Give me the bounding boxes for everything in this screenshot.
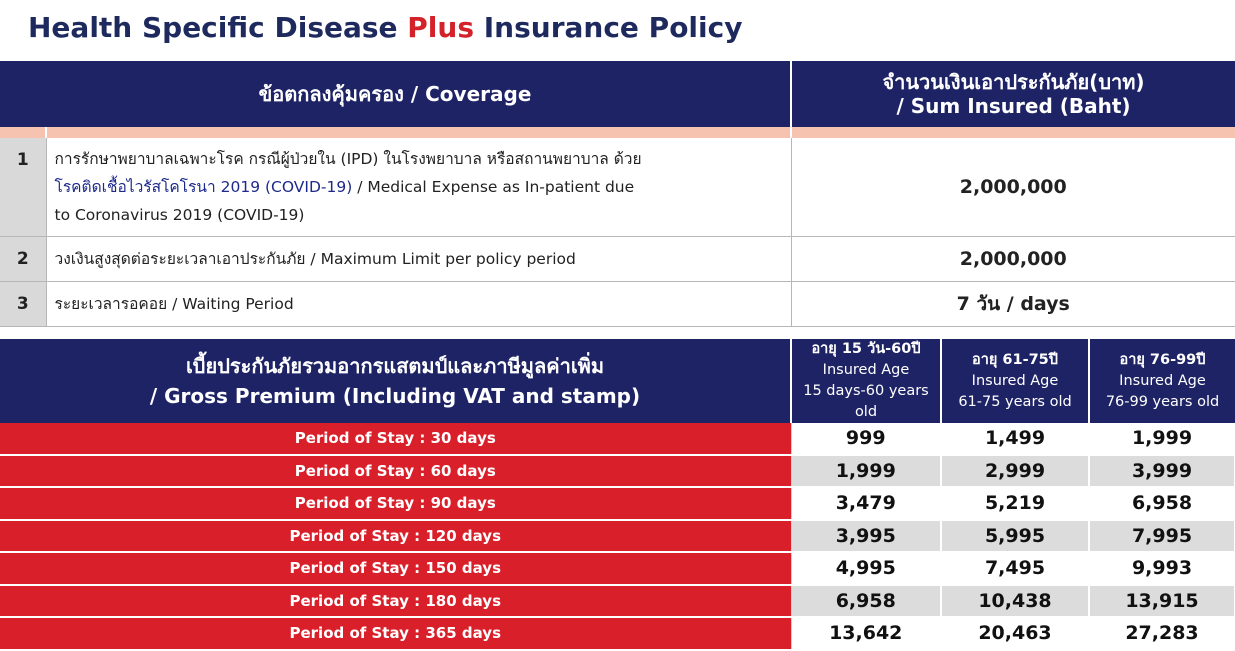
- premium-header-thai: เบี้ยประกันภัยรวมอากรแสตมป์และภาษีมูลค่า…: [185, 354, 605, 378]
- age-range: 76-99 years old: [1105, 393, 1220, 410]
- desc-line: / Medical Expense as In-patient due: [352, 177, 635, 196]
- desc-covid-thai: โรคติดเชื้อไวรัสโคโรนา 2019 (COVID-19): [54, 177, 353, 196]
- premium-value: 1,999: [790, 454, 942, 488]
- page-title: Health Specific Disease Plus Insurance P…: [28, 8, 742, 48]
- premium-value: 3,999: [1088, 454, 1235, 488]
- coverage-description: วงเงินสูงสุดต่อระยะเวลาเอาประกันภัย / Ma…: [46, 236, 792, 282]
- premium-header-english: / Gross Premium (Including VAT and stamp…: [149, 384, 641, 408]
- age-range: 61-75 years old: [958, 393, 1072, 410]
- title-highlight: Plus: [407, 11, 474, 44]
- premium-table: เบี้ยประกันภัยรวมอากรแสตมป์และภาษีมูลค่า…: [0, 339, 1235, 651]
- age-thai: อายุ 15 วัน-60ปี: [811, 341, 921, 357]
- premium-header-row: เบี้ยประกันภัยรวมอากรแสตมป์และภาษีมูลค่า…: [0, 339, 1235, 423]
- premium-value: 3,995: [790, 519, 942, 553]
- coverage-row-2: 2 วงเงินสูงสุดต่อระยะเวลาเอาประกันภัย / …: [0, 236, 1235, 282]
- premium-row: Period of Stay : 150 days 4,995 7,495 9,…: [0, 552, 1235, 586]
- row-number: 1: [0, 138, 47, 237]
- premium-value: 3,479: [790, 487, 942, 521]
- coverage-amount: 2,000,000: [791, 138, 1235, 237]
- premium-value: 999: [790, 423, 942, 456]
- premium-value: 10,438: [940, 584, 1090, 618]
- age-label: Insured Age: [1119, 372, 1206, 389]
- period-label: Period of Stay : 90 days: [0, 487, 791, 521]
- premium-row: Period of Stay : 30 days 999 1,499 1,999: [0, 423, 1235, 456]
- premium-value: 4,995: [790, 552, 942, 586]
- premium-row: Period of Stay : 180 days 6,958 10,438 1…: [0, 584, 1235, 618]
- period-label: Period of Stay : 120 days: [0, 519, 791, 553]
- coverage-description: การรักษาพยาบาลเฉพาะโรค กรณีผู้ป่วยใน (IP…: [46, 138, 792, 237]
- age-label: Insured Age: [822, 362, 910, 378]
- row-number: 2: [0, 236, 47, 282]
- age-header-1: อายุ 15 วัน-60ปี Insured Age 15 days-60 ye…: [791, 339, 942, 423]
- coverage-header: ข้อตกลงคุ้มครอง / Coverage: [0, 61, 793, 127]
- premium-value: 1,999: [1088, 423, 1235, 456]
- premium-row: Period of Stay : 60 days 1,999 2,999 3,9…: [0, 454, 1235, 488]
- age-thai: อายุ 76-99ปี: [1119, 351, 1206, 368]
- age-thai: อายุ 61-75ปี: [972, 351, 1058, 368]
- premium-value: 9,993: [1088, 552, 1235, 586]
- coverage-amount: 2,000,000: [791, 236, 1235, 282]
- premium-row: Period of Stay : 90 days 3,479 5,219 6,9…: [0, 487, 1235, 521]
- coverage-amount: 7 วัน / days: [791, 281, 1235, 327]
- premium-value: 7,495: [940, 552, 1090, 586]
- coverage-row-3: 3 ระยะเวลารอคอย / Waiting Period 7 วัน /…: [0, 281, 1235, 327]
- premium-value: 6,958: [1088, 487, 1235, 521]
- coverage-header-row: ข้อตกลงคุ้มครอง / Coverage จำนวนเงินเอาป…: [0, 61, 1235, 127]
- premium-value: 5,995: [940, 519, 1090, 553]
- desc-line: การรักษาพยาบาลเฉพาะโรค กรณีผู้ป่วยใน (IP…: [54, 149, 642, 168]
- title-suffix: Insurance Policy: [474, 11, 743, 44]
- premium-value: 5,219: [940, 487, 1090, 521]
- title-prefix: Health Specific Disease: [28, 11, 408, 44]
- desc-line: to Coronavirus 2019 (COVID-19): [54, 205, 305, 224]
- coverage-table: ข้อตกลงคุ้มครอง / Coverage จำนวนเงินเอาป…: [0, 61, 1235, 327]
- premium-value: 6,958: [790, 584, 942, 618]
- premium-value: 2,999: [940, 454, 1090, 488]
- coverage-row-1: 1 การรักษาพยาบาลเฉพาะโรค กรณีผู้ป่วยใน (…: [0, 138, 1235, 237]
- age-range: 15 days-60 years old: [803, 383, 929, 420]
- age-label: Insured Age: [971, 372, 1059, 389]
- age-header-2: อายุ 61-75ปี Insured Age 61-75 years old: [941, 339, 1090, 423]
- coverage-description: ระยะเวลารอคอย / Waiting Period: [46, 281, 792, 327]
- row-number: 3: [0, 281, 47, 327]
- pink-divider: [0, 127, 1235, 138]
- premium-value: 1,499: [940, 423, 1090, 456]
- premium-value: 13,915: [1088, 584, 1235, 618]
- sum-insured-header-thai: จำนวนเงินเอาประกันภัย(บาท): [882, 70, 1145, 94]
- premium-header: เบี้ยประกันภัยรวมอากรแสตมป์และภาษีมูลค่า…: [0, 339, 792, 423]
- sum-insured-header: จำนวนเงินเอาประกันภัย(บาท) / Sum Insured …: [791, 61, 1235, 127]
- period-label: Period of Stay : 30 days: [0, 423, 791, 456]
- period-label: Period of Stay : 180 days: [0, 584, 791, 618]
- age-header-3: อายุ 76-99ปี Insured Age 76-99 years old: [1089, 339, 1235, 423]
- period-label: Period of Stay : 60 days: [0, 454, 791, 488]
- period-label: Period of Stay : 150 days: [0, 552, 791, 586]
- premium-row: Period of Stay : 120 days 3,995 5,995 7,…: [0, 519, 1235, 553]
- sum-insured-header-english: / Sum Insured (Baht): [896, 94, 1131, 118]
- premium-value: 7,995: [1088, 519, 1235, 553]
